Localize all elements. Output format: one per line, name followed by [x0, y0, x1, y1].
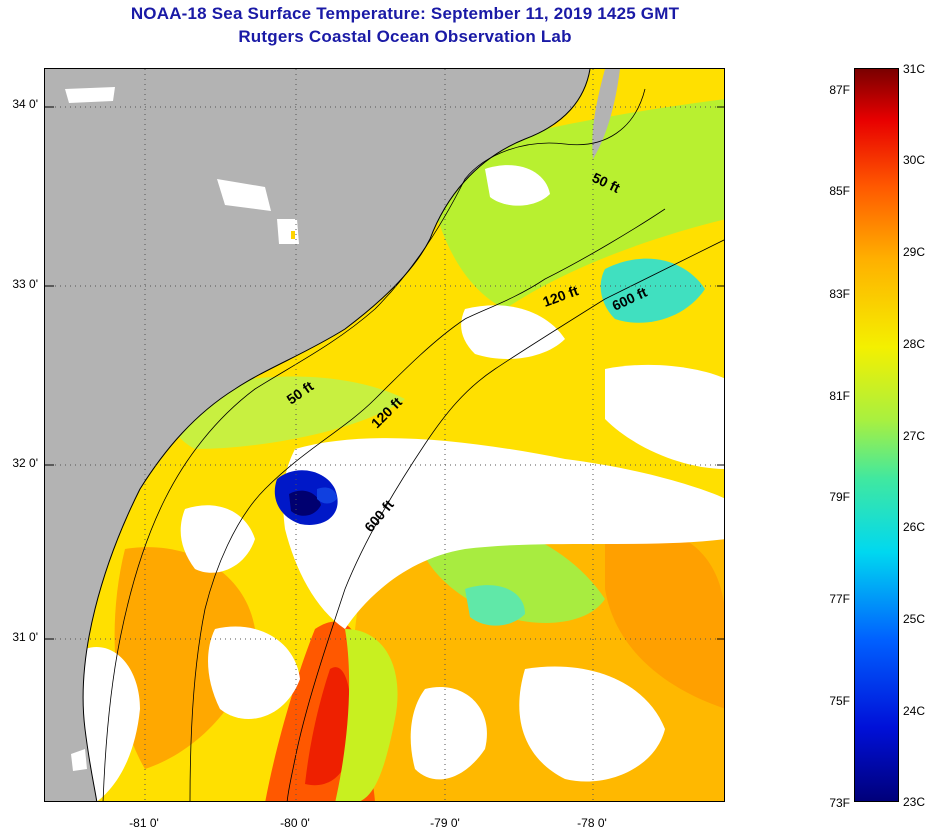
cbar-f-87: 87F [829, 83, 850, 97]
hot-water-core [305, 667, 352, 786]
lon-label-80: -80 0' [280, 816, 310, 830]
map-title: NOAA-18 Sea Surface Temperature: Septemb… [130, 4, 680, 23]
frame-ticks [45, 106, 724, 640]
cbar-c-29: 29C [903, 245, 926, 259]
cbar-c-30: 30C [903, 153, 926, 167]
isobath-600ft [286, 239, 724, 801]
cbar-c-26: 26C [903, 520, 926, 534]
warm-water-se [605, 526, 724, 709]
land-barrier-island [592, 69, 620, 159]
cbar-c-24: 24C [903, 704, 926, 718]
cold-eddy-arm [317, 487, 337, 504]
land-coastline [45, 69, 590, 801]
lat-label-33: 33 0' [12, 277, 38, 291]
cold-patch-ne [600, 258, 705, 323]
lon-label-79: -79 0' [430, 816, 460, 830]
cbar-f-75: 75F [829, 694, 850, 708]
cbar-f-81: 81F [829, 389, 850, 403]
lat-label-31: 31 0' [12, 630, 38, 644]
warm-water-sw [114, 547, 255, 769]
cbar-c-27: 27C [903, 429, 926, 443]
lat-label-34: 34 0' [12, 97, 38, 111]
cbar-f-79: 79F [829, 490, 850, 504]
cbar-c-23: 23C [903, 795, 926, 809]
sst-map-canvas: 50 ft 120 ft 600 ft 50 ft 120 ft 600 ft [45, 69, 724, 801]
isobath-120ft [189, 208, 666, 801]
cbar-c-31: 31C [903, 62, 926, 76]
cbar-c-25: 25C [903, 612, 926, 626]
cbar-f-83: 83F [829, 287, 850, 301]
lake-north [65, 87, 115, 103]
cold-patch-mid [465, 585, 525, 626]
cbar-c-28: 28C [903, 337, 926, 351]
lon-label-78: -78 0' [577, 816, 607, 830]
lat-label-32: 32 0' [12, 456, 38, 470]
cool-water-filament [335, 629, 398, 801]
lon-label-81: -81 0' [129, 816, 159, 830]
map-subtitle: Rutgers Coastal Ocean Observation Lab [238, 27, 572, 46]
coastline [82, 69, 591, 801]
isobath-50ft [102, 88, 646, 801]
cbar-f-77: 77F [829, 592, 850, 606]
lake-marion [217, 179, 271, 211]
lake-moultrie-sst [291, 231, 295, 239]
colorbar [854, 68, 899, 802]
inland-water-south [71, 749, 87, 771]
graticule [45, 69, 724, 801]
lake-moultrie [277, 219, 299, 244]
cold-eddy-core [289, 490, 321, 516]
cbar-f-73: 73F [829, 796, 850, 810]
cbar-f-85: 85F [829, 184, 850, 198]
sst-map: 50 ft 120 ft 600 ft 50 ft 120 ft 600 ft [44, 68, 725, 802]
